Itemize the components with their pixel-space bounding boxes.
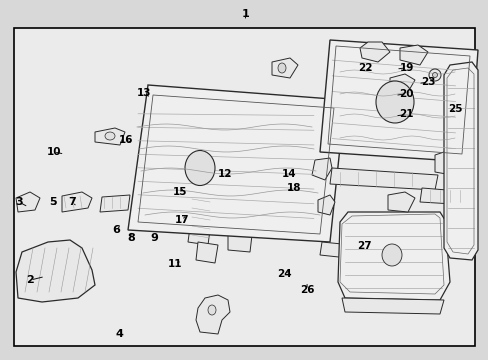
Ellipse shape — [105, 132, 115, 140]
Ellipse shape — [184, 150, 215, 185]
Text: 18: 18 — [286, 183, 301, 193]
Text: 24: 24 — [277, 269, 291, 279]
Text: 1: 1 — [241, 9, 249, 19]
Ellipse shape — [207, 305, 216, 315]
Ellipse shape — [278, 63, 285, 73]
Text: 11: 11 — [167, 258, 182, 269]
Text: 23: 23 — [420, 77, 434, 87]
Polygon shape — [227, 230, 251, 252]
Polygon shape — [62, 192, 92, 212]
Polygon shape — [187, 190, 215, 245]
Ellipse shape — [428, 69, 440, 81]
Polygon shape — [359, 42, 389, 62]
Text: 9: 9 — [150, 233, 158, 243]
Text: 3: 3 — [16, 197, 23, 207]
Text: 13: 13 — [137, 88, 151, 98]
Polygon shape — [419, 188, 471, 205]
Text: 5: 5 — [49, 197, 57, 207]
Text: 27: 27 — [356, 240, 371, 251]
Polygon shape — [100, 195, 130, 212]
Ellipse shape — [431, 72, 437, 77]
Polygon shape — [218, 108, 247, 125]
Text: 7: 7 — [68, 197, 76, 207]
Polygon shape — [391, 96, 411, 112]
Text: 16: 16 — [119, 135, 133, 145]
Text: 2: 2 — [26, 275, 34, 285]
Text: 8: 8 — [127, 233, 135, 243]
Text: 19: 19 — [399, 63, 413, 73]
Polygon shape — [399, 45, 427, 65]
Polygon shape — [196, 295, 229, 334]
Polygon shape — [271, 58, 297, 78]
Text: 14: 14 — [282, 168, 296, 179]
Polygon shape — [387, 192, 414, 212]
Polygon shape — [443, 62, 477, 260]
Text: 25: 25 — [447, 104, 462, 114]
Polygon shape — [311, 158, 331, 180]
Polygon shape — [16, 240, 95, 302]
Ellipse shape — [375, 81, 413, 123]
Polygon shape — [317, 195, 334, 215]
Text: 21: 21 — [399, 109, 413, 120]
Polygon shape — [329, 168, 437, 190]
Polygon shape — [389, 74, 414, 92]
Ellipse shape — [381, 244, 401, 266]
Text: 10: 10 — [46, 147, 61, 157]
Text: 17: 17 — [174, 215, 189, 225]
Polygon shape — [196, 242, 218, 263]
Polygon shape — [95, 128, 125, 145]
Polygon shape — [434, 150, 457, 175]
Text: 22: 22 — [358, 63, 372, 73]
Polygon shape — [319, 40, 477, 162]
Text: 4: 4 — [116, 329, 123, 339]
Text: 12: 12 — [217, 168, 232, 179]
Polygon shape — [128, 85, 345, 242]
Bar — [14, 28, 474, 346]
Polygon shape — [16, 192, 40, 212]
Polygon shape — [341, 298, 443, 314]
Text: 15: 15 — [172, 186, 187, 197]
Text: 20: 20 — [399, 89, 413, 99]
Text: 26: 26 — [299, 285, 314, 295]
Text: 6: 6 — [112, 225, 120, 235]
Polygon shape — [319, 242, 351, 258]
Polygon shape — [337, 212, 449, 300]
